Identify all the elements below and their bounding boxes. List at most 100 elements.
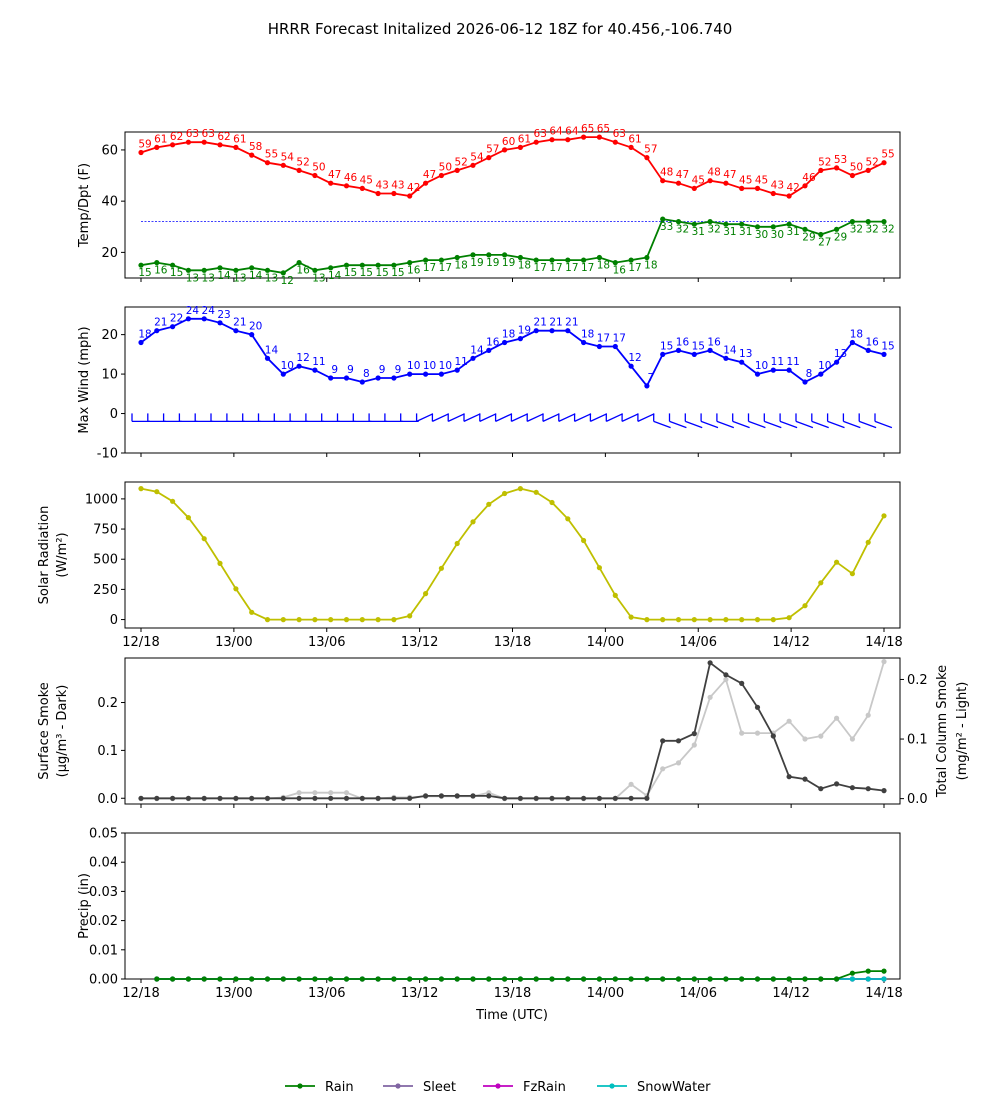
solar-radiation-series-point bbox=[391, 617, 397, 623]
column-smoke-series-point bbox=[723, 676, 729, 683]
precip-rain-series-point bbox=[612, 976, 618, 982]
dewpoint-series-value-label: 15 bbox=[375, 267, 388, 279]
solar-radiation-series-point bbox=[138, 486, 144, 492]
dewpoint-series-value-label: 30 bbox=[771, 229, 784, 241]
max-wind-series-value-label: 11 bbox=[312, 356, 325, 368]
wind-barb bbox=[858, 420, 877, 429]
temperature-series-value-label: 52 bbox=[296, 156, 309, 168]
y-axis-label-units: (μg/m³ - Dark) bbox=[55, 685, 70, 778]
temperature-series-point bbox=[754, 185, 761, 191]
legend-swatch-marker bbox=[297, 1083, 303, 1089]
dewpoint-series-value-label: 18 bbox=[518, 260, 531, 272]
temperature-series-value-label: 52 bbox=[454, 156, 467, 168]
temperature-series-point bbox=[660, 178, 666, 184]
dewpoint-series-value-label: 17 bbox=[628, 262, 641, 274]
dewpoint-series-point bbox=[438, 257, 444, 263]
dewpoint-series-line bbox=[140, 218, 884, 274]
precip-rain-series-point bbox=[849, 970, 856, 976]
temperature-series-point bbox=[296, 167, 302, 173]
surface-smoke-series-point bbox=[770, 733, 776, 739]
temperature-series-point bbox=[691, 185, 697, 191]
temperature-series-point bbox=[154, 144, 160, 150]
max-wind-series-point bbox=[470, 355, 476, 361]
dewpoint-series-point bbox=[849, 219, 856, 225]
dewpoint-series-value-label: 16 bbox=[296, 265, 310, 277]
temperature-series-value-label: 54 bbox=[281, 151, 295, 163]
dewpoint-series-value-label: 17 bbox=[565, 262, 578, 274]
dewpoint-series-value-label: 31 bbox=[692, 226, 705, 238]
temperature-series-point bbox=[391, 190, 397, 197]
max-wind-series-value-label: 21 bbox=[154, 317, 167, 329]
temperature-series-value-label: 62 bbox=[170, 131, 183, 143]
wind-barb bbox=[685, 420, 703, 429]
dewpoint-series-value-label: 13 bbox=[233, 272, 246, 284]
precip-rain-series-point bbox=[391, 976, 397, 982]
wind-barb bbox=[700, 420, 719, 429]
dewpoint-series-value-label: 17 bbox=[581, 262, 594, 274]
temperature-series-value-label: 60 bbox=[502, 136, 515, 148]
y-tick-label: 0.04 bbox=[89, 856, 118, 871]
max-wind-series-point bbox=[644, 383, 650, 389]
solar-radiation-series-point bbox=[154, 489, 160, 495]
y-right-tick-label: 0.2 bbox=[907, 673, 928, 688]
max-wind-series-value-label: 21 bbox=[534, 317, 547, 329]
max-wind-series-value-label: 10 bbox=[423, 360, 436, 372]
x-tick-label: 13/06 bbox=[308, 986, 345, 1001]
temperature-series-line bbox=[140, 136, 885, 197]
surface-smoke-series-point bbox=[533, 795, 539, 801]
surface-smoke-series-point bbox=[296, 795, 302, 801]
solar-radiation-series-point bbox=[644, 617, 650, 623]
column-smoke-series-point bbox=[675, 760, 682, 766]
max-wind-series-point bbox=[502, 339, 508, 346]
precip-rain-series-point bbox=[628, 976, 634, 982]
column-smoke-series-point bbox=[707, 694, 713, 700]
temperature-series-point bbox=[264, 160, 271, 166]
x-tick-label: 14/06 bbox=[680, 635, 717, 650]
temperature-series-value-label: 64 bbox=[549, 126, 563, 138]
solar-radiation-series bbox=[138, 486, 887, 623]
solar-radiation-series-point bbox=[280, 617, 286, 623]
max-wind-series-value-label: 12 bbox=[296, 352, 309, 364]
dewpoint-series-value-label: 18 bbox=[597, 260, 610, 272]
temperature-series-point bbox=[201, 139, 207, 145]
x-tick-label: 14/06 bbox=[680, 986, 717, 1001]
temperature-series-value-label: 63 bbox=[202, 128, 215, 140]
y-axis-label: Solar Radiation bbox=[37, 506, 52, 605]
max-wind-series-point bbox=[707, 347, 713, 353]
max-wind-series-point bbox=[407, 371, 413, 377]
dewpoint-series-value-label: 30 bbox=[755, 229, 768, 241]
solar-radiation-series-point bbox=[454, 540, 460, 547]
temperature-series-point bbox=[818, 167, 824, 173]
precip-rain-series-point bbox=[675, 976, 682, 982]
wind-barb bbox=[416, 413, 434, 422]
y-right-axis-label: Total Column Smoke bbox=[935, 665, 950, 798]
max-wind-series-point bbox=[517, 336, 524, 342]
dewpoint-series-value-label: 16 bbox=[154, 265, 168, 277]
max-wind-series-point bbox=[423, 371, 429, 377]
max-wind-series-value-label: 23 bbox=[217, 309, 230, 321]
dewpoint-series-point bbox=[612, 260, 618, 266]
temperature-series-point bbox=[675, 180, 682, 186]
max-wind-series-value-label: 11 bbox=[454, 356, 467, 368]
column-smoke-series-point bbox=[834, 715, 840, 721]
max-wind-series-value-label: 20 bbox=[249, 321, 262, 333]
wind-barb bbox=[526, 413, 544, 422]
solar-radiation-series-point bbox=[770, 617, 776, 623]
max-wind-series-value-label: 17 bbox=[597, 332, 610, 344]
max-wind-series-value-label: 13 bbox=[834, 348, 847, 360]
temperature-series-value-label: 57 bbox=[486, 144, 499, 156]
temperature-series-point bbox=[565, 137, 571, 143]
surface-smoke-series-point bbox=[486, 793, 492, 799]
max-wind-series-point bbox=[691, 351, 697, 357]
max-wind-series-value-label: 16 bbox=[866, 336, 880, 348]
max-wind-series-point bbox=[264, 355, 271, 361]
dewpoint-series-point bbox=[264, 267, 271, 273]
wind-barb bbox=[447, 413, 465, 422]
x-tick-label: 14/12 bbox=[772, 635, 809, 650]
temperature-series-value-label: 42 bbox=[407, 182, 420, 194]
wind-barb bbox=[764, 420, 782, 429]
dewpoint-series-point bbox=[217, 265, 223, 271]
